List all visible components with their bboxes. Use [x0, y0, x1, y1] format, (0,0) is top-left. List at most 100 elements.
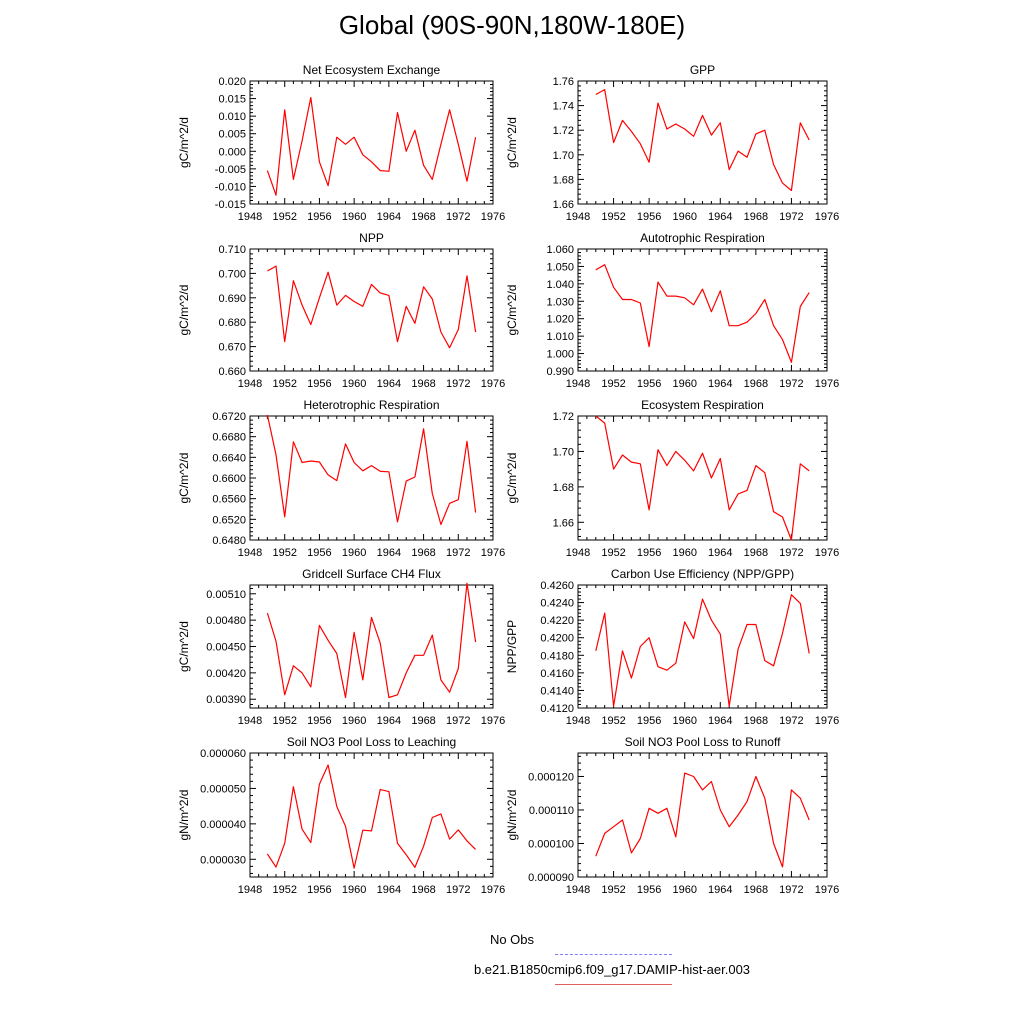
chart-2-x-tick-label: 1964: [377, 378, 401, 390]
chart-3-title: Autotrophic Respiration: [640, 231, 765, 245]
chart-2-y-tick-label: 0.710: [218, 244, 246, 256]
chart-3-x-tick-label: 1956: [637, 378, 661, 390]
chart-4-x-tick-label: 1976: [481, 547, 505, 559]
chart-3-x-tick-label: 1964: [708, 378, 732, 390]
chart-0-y-tick-label: -0.005: [215, 164, 246, 176]
chart-6-title: Gridcell Surface CH4 Flux: [302, 567, 441, 581]
chart-8-x-tick-label: 1964: [377, 884, 401, 896]
chart-9-y-tick-label: 0.000090: [528, 872, 574, 884]
chart-1-x-tick-label: 1960: [672, 211, 696, 223]
chart-7-y-tick-label: 0.4220: [540, 615, 574, 627]
chart-7-x-tick-label: 1948: [566, 715, 590, 727]
chart-7-x-tick-label: 1952: [601, 715, 625, 727]
chart-7-y-tick-label: 0.4160: [540, 668, 574, 680]
chart-7-series-line-0: [595, 594, 810, 707]
chart-6-y-tick-label: 0.00420: [206, 668, 246, 680]
chart-4-series-line-0: [266, 414, 477, 526]
chart-5-x-tick-label: 1952: [601, 547, 625, 559]
chart-2-x-tick-label: 1968: [411, 378, 435, 390]
chart-9-x-tick-label: 1972: [779, 884, 803, 896]
chart-9-y-tick-label: 0.000110: [529, 805, 574, 817]
chart-4-y-tick-label: 0.6520: [212, 514, 246, 526]
chart-3-y-tick-label: 1.040: [546, 279, 574, 291]
chart-7-y-tick-label: 0.4180: [540, 650, 574, 662]
chart-0-x-tick-label: 1952: [272, 211, 296, 223]
chart-8-y-tick-label: 0.000060: [200, 748, 246, 760]
chart-3-y-axis-label: gC/m^2/d: [505, 285, 519, 336]
chart-3-y-tick-label: 0.990: [546, 366, 574, 378]
chart-1-title: GPP: [690, 63, 715, 77]
chart-9-x-tick-label: 1952: [601, 884, 625, 896]
chart-5-x-tick-label: 1968: [744, 547, 768, 559]
chart-5-y-tick-label: 1.72: [553, 411, 574, 423]
chart-6-x-tick-label: 1968: [411, 715, 435, 727]
chart-1-x-tick-label: 1976: [815, 211, 839, 223]
chart-6-x-tick-label: 1960: [342, 715, 366, 727]
chart-9-x-tick-label: 1968: [744, 884, 768, 896]
chart-2-y-tick-label: 0.690: [218, 293, 246, 305]
chart-9-y-tick-label: 0.000120: [528, 771, 574, 783]
chart-9-y-axis-label: gN/m^2/d: [505, 790, 519, 841]
chart-3-x-tick-label: 1976: [815, 378, 839, 390]
chart-4-y-tick-label: 0.6720: [212, 411, 246, 423]
chart-2-y-tick-label: 0.700: [218, 268, 246, 280]
chart-7-y-tick-label: 0.4240: [540, 598, 574, 610]
chart-1-y-tick-label: 1.70: [553, 150, 574, 162]
chart-2-title: NPP: [359, 231, 384, 245]
chart-0-x-tick-label: 1968: [411, 211, 435, 223]
chart-7-y-tick-label: 0.4200: [540, 633, 574, 645]
chart-2-plot-frame: [249, 248, 494, 372]
chart-9-y-tick-label: 0.000100: [528, 838, 574, 850]
chart-8-x-tick-label: 1976: [481, 884, 505, 896]
chart-5-y-axis-label: gC/m^2/d: [505, 453, 519, 504]
chart-8-title: Soil NO3 Pool Loss to Leaching: [287, 735, 456, 749]
chart-7-y-axis-label: NPP/GPP: [505, 620, 519, 673]
chart-3-y-tick-label: 1.060: [546, 244, 574, 256]
chart-0-title: Net Ecosystem Exchange: [303, 63, 441, 77]
chart-0-y-tick-label: 0.015: [218, 94, 246, 106]
chart-2-y-tick-label: 0.680: [218, 317, 246, 329]
chart-4-x-tick-label: 1964: [377, 547, 401, 559]
chart-8-y-tick-label: 0.000040: [200, 819, 246, 831]
chart-7-x-tick-label: 1964: [708, 715, 732, 727]
chart-1-x-tick-label: 1956: [637, 211, 661, 223]
chart-9-x-tick-label: 1948: [566, 884, 590, 896]
legend: No Obs b.e21.B1850cmip6.f09_g17.DAMIP-hi…: [0, 930, 1024, 1000]
chart-8-x-tick-label: 1948: [238, 884, 262, 896]
chart-4-y-tick-label: 0.6560: [212, 494, 246, 506]
chart-5-x-tick-label: 1956: [637, 547, 661, 559]
chart-6-x-tick-label: 1956: [307, 715, 331, 727]
chart-6-y-tick-label: 0.00450: [206, 642, 246, 654]
chart-0-y-tick-label: 0.010: [218, 111, 246, 123]
chart-2-x-tick-label: 1976: [481, 378, 505, 390]
chart-6-x-tick-label: 1972: [446, 715, 470, 727]
page-title: Global (90S-90N,180W-180E): [338, 10, 686, 40]
chart-3-x-tick-label: 1972: [779, 378, 803, 390]
chart-0-x-tick-label: 1976: [481, 211, 505, 223]
chart-5-title: Ecosystem Respiration: [641, 398, 764, 412]
legend-label-model: b.e21.B1850cmip6.f09_g17.DAMIP-hist-aer.…: [473, 962, 751, 977]
chart-7-y-tick-label: 0.4120: [540, 703, 574, 715]
chart-1-y-tick-label: 1.74: [553, 101, 574, 113]
chart-0-series-line-0: [266, 96, 477, 196]
chart-5-x-tick-label: 1960: [672, 547, 696, 559]
chart-8-x-tick-label: 1968: [411, 884, 435, 896]
chart-5-y-tick-label: 1.68: [553, 482, 574, 494]
chart-5-plot-frame: [577, 415, 828, 541]
chart-3-x-tick-label: 1968: [744, 378, 768, 390]
chart-0-x-tick-label: 1956: [307, 211, 331, 223]
chart-8-x-tick-label: 1960: [342, 884, 366, 896]
chart-4-y-tick-label: 0.6680: [212, 432, 246, 444]
chart-7-x-tick-label: 1968: [744, 715, 768, 727]
chart-1-x-tick-label: 1968: [744, 211, 768, 223]
chart-2-series-line-0: [267, 265, 477, 349]
chart-3-y-tick-label: 1.010: [546, 331, 574, 343]
chart-2-x-tick-label: 1972: [446, 378, 470, 390]
chart-5-y-tick-label: 1.66: [553, 517, 574, 529]
chart-5-x-tick-label: 1972: [779, 547, 803, 559]
chart-4-x-tick-label: 1968: [411, 547, 435, 559]
chart-8-y-tick-label: 0.000030: [200, 854, 246, 866]
chart-0-y-tick-label: -0.010: [215, 181, 246, 193]
chart-3-x-tick-label: 1948: [566, 378, 590, 390]
